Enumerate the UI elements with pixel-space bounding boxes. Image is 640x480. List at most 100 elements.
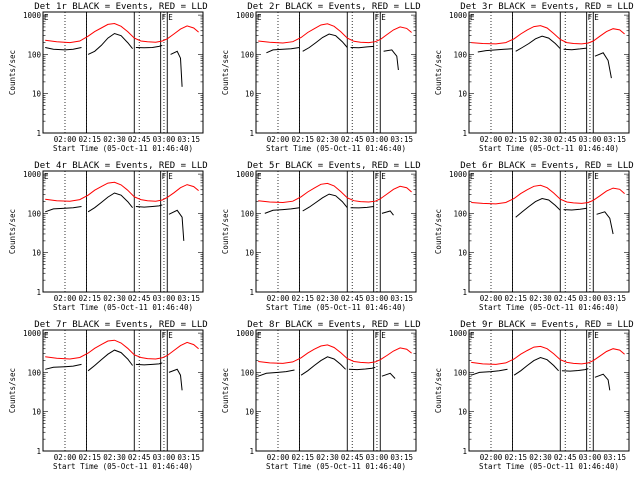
panel-3-events-line [515, 35, 561, 52]
panel-3: Det 3r BLACK = Events, RED = LLD 1 10 100 10… [434, 2, 634, 153]
panel-5-x-axis-label: Start Time (05-Oct-11 01:46:40) [266, 303, 406, 312]
panel-4-flag-e: E [168, 172, 173, 181]
panel-9-x-tick-label: 02:30 [529, 453, 552, 462]
panel-6-x-tick-label: 02:00 [480, 294, 503, 303]
panel-7-flag-f: F [162, 331, 167, 340]
panel-9-x-tick-label: 03:15 [603, 453, 626, 462]
panel-3-y-tick-label: 10 [458, 90, 468, 99]
panel-9-flag-f: F [588, 331, 593, 340]
panel-7-x-tick-label: 02:00 [54, 453, 77, 462]
panel-9-y-tick-label: 100 [453, 368, 467, 377]
panel-2: Det 2r BLACK = Events, RED = LLD 1 10 100 10… [221, 2, 421, 153]
panel-3-flag-e-left: E [470, 13, 475, 22]
panel-4-flag-f: F [162, 172, 167, 181]
panel-2-events-line [266, 47, 300, 54]
panel-6-x-tick-label: 02:45 [554, 294, 577, 303]
panel-4-title: Det 4r BLACK = Events, RED = LLD [34, 161, 207, 171]
panel-9-events-line [471, 368, 508, 376]
panel-3-x-tick-label: 02:15 [504, 135, 527, 144]
panel-7-y-tick-label: 100 [27, 368, 41, 377]
panel-7-y-axis-label: Counts/sec [8, 368, 17, 413]
panel-4-y-tick-label: 100 [27, 209, 41, 218]
panel-1-events-line [45, 47, 82, 51]
panel-2-lld-line [258, 23, 412, 44]
panel-4-x-axis-label: Start Time (05-Oct-11 01:46:40) [53, 303, 193, 312]
panel-7-x-axis-label: Start Time (05-Oct-11 01:46:40) [53, 462, 193, 471]
panel-6-events-line [515, 197, 561, 218]
panel-8-x-tick-label: 02:15 [291, 453, 314, 462]
panel-8-plot-frame [255, 329, 417, 452]
panel-1-x-tick-label: 02:00 [54, 135, 77, 144]
panel-8: Det 8r BLACK = Events, RED = LLD 1 10 100 10… [221, 320, 421, 471]
panel-9-events-line [594, 373, 611, 391]
panel-8-flag-e-left: E [257, 331, 262, 340]
panel-6-x-tick-label: 03:00 [579, 294, 602, 303]
panel-8-y-tick-label: 1000 [236, 329, 255, 338]
panel-4-y-tick-label: 1 [36, 288, 41, 297]
panel-8-x-tick-label: 02:30 [316, 453, 339, 462]
panel-8-flag-e: E [381, 331, 386, 340]
panel-9-events-line [561, 368, 589, 372]
panel-7-flag-e-left: E [44, 331, 49, 340]
panel-6-x-axis-label: Start Time (05-Oct-11 01:46:40) [479, 303, 619, 312]
panel-3-x-tick-label: 02:00 [480, 135, 503, 144]
panel-9-x-tick-label: 02:45 [554, 453, 577, 462]
panel-3-x-tick-label: 02:45 [554, 135, 577, 144]
panel-6-events-line [563, 207, 587, 211]
panel-6-flag-e: E [594, 172, 599, 181]
panel-4-x-tick-label: 03:00 [153, 294, 176, 303]
panel-1-x-tick-label: 03:00 [153, 135, 176, 144]
panel-4-y-tick-label: 10 [32, 249, 42, 258]
panel-7-x-tick-label: 02:45 [128, 453, 151, 462]
panel-6-y-axis-label: Counts/sec [434, 209, 443, 254]
panel-1-x-tick-label: 02:45 [128, 135, 151, 144]
panel-3-flag-f: F [588, 13, 593, 22]
panel-1-lld-line [45, 22, 199, 44]
panel-7-lld-line [45, 339, 199, 360]
panel-1-x-tick-label: 02:15 [78, 135, 101, 144]
panel-7-x-tick-label: 03:15 [177, 453, 200, 462]
panel-3-events-line [594, 52, 612, 79]
panel-9-x-axis-label: Start Time (05-Oct-11 01:46:40) [479, 462, 619, 471]
panel-5-x-tick-label: 03:15 [390, 294, 413, 303]
panel-3-x-tick-label: 03:15 [603, 135, 626, 144]
panel-7-y-tick-label: 10 [32, 408, 42, 417]
panel-8-events-line [381, 372, 396, 379]
panel-8-y-tick-label: 1 [249, 447, 254, 456]
panel-9-plot-frame [468, 329, 630, 452]
panel-9-y-axis-label: Counts/sec [434, 368, 443, 413]
panel-3-y-tick-label: 1 [462, 129, 467, 138]
panel-3-plot-frame [468, 11, 630, 134]
panel-7-x-tick-label: 02:15 [78, 453, 101, 462]
panel-1-y-tick-label: 1000 [23, 11, 42, 20]
panel-1-flag-e-left: E [44, 13, 49, 22]
panel-4-events-line [168, 209, 185, 241]
panel-6-flag-e-left: E [470, 172, 475, 181]
panel-2-x-tick-label: 02:15 [291, 135, 314, 144]
panel-5-lld-line [258, 182, 412, 204]
panel-1-events-line [87, 32, 133, 55]
panel-7-y-tick-label: 1000 [23, 329, 42, 338]
panel-7-y-tick-label: 1 [36, 447, 41, 456]
panel-3-title: Det 3r BLACK = Events, RED = LLD [460, 2, 633, 12]
panel-1-plot-frame [42, 11, 204, 134]
panel-4-plot-frame [42, 170, 204, 293]
panel-2-events-line [383, 49, 399, 71]
panel-7-events-line [87, 349, 133, 372]
panel-5-y-axis-label: Counts/sec [221, 209, 230, 254]
panel-7-x-tick-label: 03:00 [153, 453, 176, 462]
panel-2-x-tick-label: 03:15 [390, 135, 413, 144]
panel-8-x-tick-label: 03:15 [390, 453, 413, 462]
panel-3-events-line [563, 47, 587, 51]
panel-9-x-tick-label: 03:00 [579, 453, 602, 462]
panel-8-y-tick-label: 10 [245, 408, 255, 417]
panel-7-x-tick-label: 02:30 [103, 453, 126, 462]
panel-5-plot-frame [255, 170, 417, 293]
panel-5-y-tick-label: 10 [245, 249, 255, 258]
panel-6-y-tick-label: 1 [462, 288, 467, 297]
panel-1-y-axis-label: Counts/sec [8, 50, 17, 95]
panel-1-flag-e: E [168, 13, 173, 22]
panel-1-x-tick-label: 02:30 [103, 135, 126, 144]
panel-2-y-tick-label: 100 [240, 50, 254, 59]
